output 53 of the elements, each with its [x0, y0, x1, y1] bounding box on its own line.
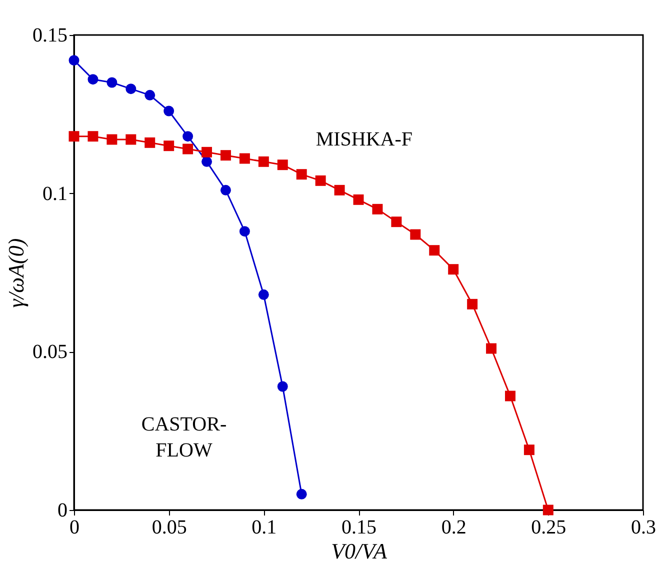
y-tick-label: 0.15	[32, 24, 68, 46]
point	[315, 175, 326, 186]
point	[486, 343, 497, 354]
point	[144, 137, 156, 148]
point	[220, 150, 231, 161]
series-label: MISHKA-F	[316, 128, 413, 150]
point	[277, 381, 288, 392]
point	[353, 194, 364, 205]
point	[106, 134, 118, 145]
point	[126, 134, 136, 145]
point	[88, 131, 98, 142]
x-tick-label: 0.25	[531, 516, 566, 538]
x-tick-label: 0.2	[441, 516, 466, 538]
point	[164, 106, 174, 116]
point	[277, 160, 288, 170]
point	[372, 204, 383, 214]
y-tick-label: 0.05	[32, 341, 68, 364]
point	[182, 144, 194, 154]
point	[429, 245, 440, 256]
point	[542, 504, 554, 516]
text: CASTOR- FLOW	[141, 414, 227, 462]
point	[68, 131, 80, 142]
point	[68, 55, 80, 66]
x-axis-title: V0/VA	[331, 538, 388, 564]
x-tick-label: 0.05	[152, 516, 187, 538]
point	[258, 289, 269, 300]
point	[334, 184, 345, 196]
x-tick-label: 0.15	[342, 516, 376, 538]
point	[296, 488, 307, 500]
y-tick-label: 0	[58, 500, 68, 522]
point	[144, 90, 156, 100]
point	[448, 264, 459, 275]
y-axis-title: γ/ωA(0)	[4, 238, 28, 308]
point	[88, 74, 98, 85]
point	[524, 444, 534, 456]
point	[182, 131, 194, 142]
point	[202, 156, 212, 167]
point	[504, 390, 516, 402]
point	[220, 184, 231, 196]
point	[296, 169, 307, 180]
point	[239, 226, 250, 237]
x-tick-label: 0.3	[631, 516, 656, 538]
point	[202, 146, 212, 158]
point	[258, 156, 269, 167]
point	[239, 153, 250, 164]
point	[391, 216, 402, 228]
point	[164, 140, 174, 152]
point	[467, 298, 478, 310]
point	[106, 77, 118, 88]
point	[126, 84, 136, 94]
point	[410, 229, 421, 240]
y-tick-label: 0.1	[42, 182, 68, 205]
x-tick-label: 0.1	[252, 516, 277, 538]
